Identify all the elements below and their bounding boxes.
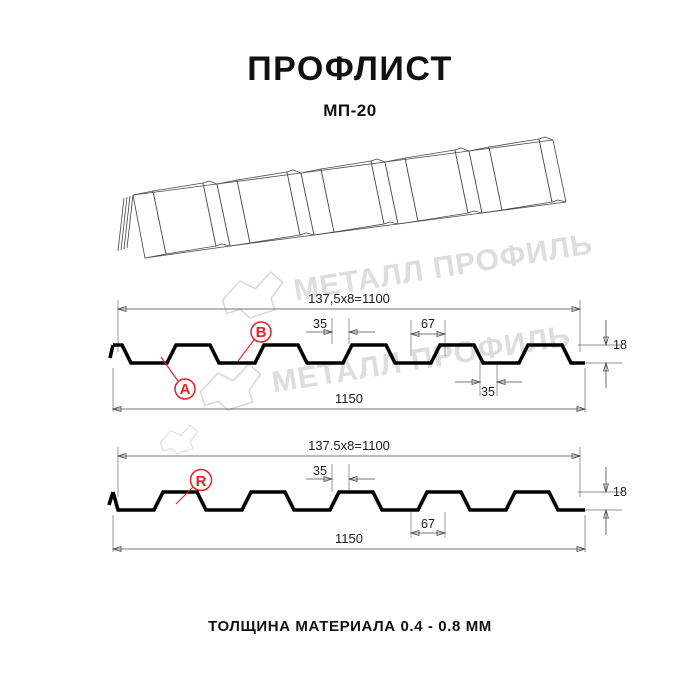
model-subtitle: МП-20: [323, 101, 377, 120]
dim-height-top-label: 18: [613, 338, 627, 352]
dim-crest-top: 35: [306, 317, 375, 335]
dim-trough-bottom-label: 67: [421, 517, 435, 531]
dim-crest-top-label: 35: [313, 317, 327, 331]
extension-lines-bottom: [112, 447, 622, 552]
dim-height-bottom: 18: [603, 467, 627, 535]
dim-trough-top-label: 67: [421, 317, 435, 331]
callout-r-label: R: [196, 473, 207, 490]
callout-b-label: B: [256, 324, 267, 341]
profile-section-front: 137,5x8=1100 1150 35: [108, 291, 627, 412]
dim-crest-bottom: 35: [306, 464, 375, 482]
dim-trough-bottom: 67: [409, 517, 447, 536]
corrugated-sheet-isometric: [117, 136, 567, 259]
watermark-3: [159, 424, 199, 455]
profile-section-reverse: 137.5x8=1100 1150 35: [107, 438, 627, 552]
callout-b: B: [237, 321, 272, 362]
dim-crest-bottom-label: 35: [313, 464, 327, 478]
metall-profil-logo-icon: [199, 362, 262, 411]
metall-profil-logo-icon: [159, 424, 199, 455]
dim-crest-top-lower: 35: [455, 379, 522, 399]
dim-crest-top-lower-label: 35: [481, 385, 495, 399]
extension-lines-top: [112, 300, 622, 412]
dim-height-bottom-label: 18: [613, 485, 627, 499]
material-thickness-note: ТОЛЩИНА МАТЕРИАЛА 0.4 - 0.8 ММ: [208, 618, 492, 635]
callout-a: A: [160, 356, 196, 400]
dim-width-top: 1150: [111, 391, 587, 412]
profile-outline-reverse: [111, 490, 585, 512]
callout-a-label: A: [180, 381, 191, 398]
dim-height-top: 18: [603, 320, 627, 388]
dim-pitch-top-label: 137,5x8=1100: [308, 291, 390, 306]
title-block: ПРОФЛИСТ МП-20: [0, 52, 700, 119]
dim-trough-top: 67: [409, 317, 447, 337]
dim-width-top-label: 1150: [335, 391, 363, 406]
callout-r: R: [175, 468, 213, 505]
dim-width-bottom: 1150: [111, 531, 587, 552]
watermark-group: МЕТАЛЛ ПРОФИЛЬ МЕТАЛЛ ПРОФИЛЬ: [159, 228, 595, 455]
dim-width-bottom-label: 1150: [335, 531, 363, 546]
watermark-text: МЕТАЛЛ ПРОФИЛЬ: [270, 320, 574, 400]
dim-pitch-bottom: 137.5x8=1100: [116, 438, 582, 459]
dim-pitch-bottom-label: 137.5x8=1100: [308, 438, 390, 453]
metall-profil-logo-icon: [221, 270, 284, 319]
page-title: ПРОФЛИСТ: [247, 50, 453, 88]
profile-outline-front: [113, 343, 585, 365]
dim-pitch-top: 137,5x8=1100: [116, 291, 582, 312]
